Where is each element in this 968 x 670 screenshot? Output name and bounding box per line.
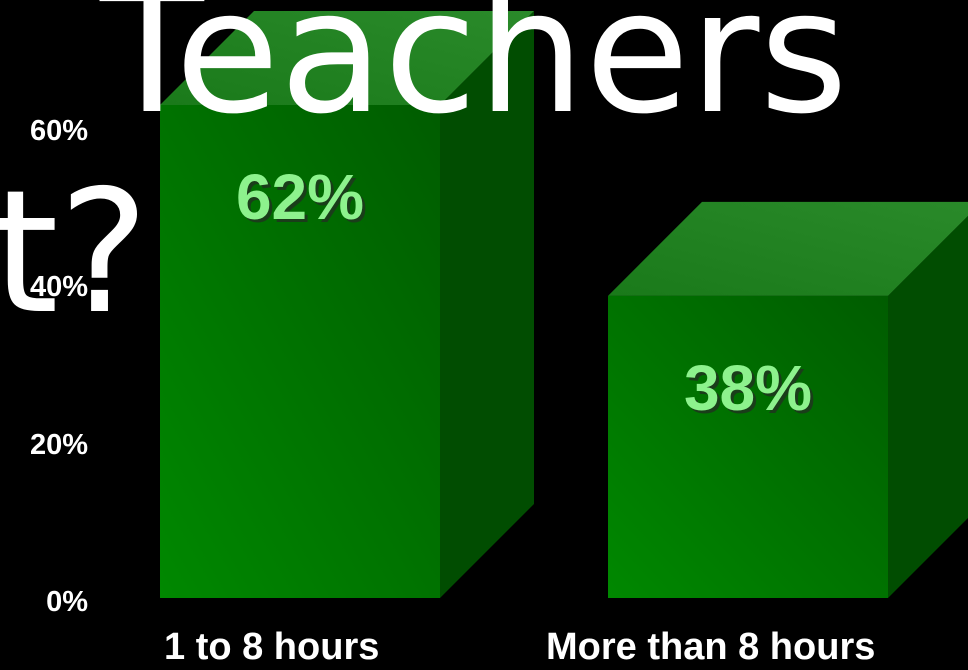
bar-value-label-shadow: 62% <box>239 164 367 236</box>
y-tick-label: 40% <box>29 271 88 303</box>
y-tick-label: 0% <box>46 586 88 618</box>
bar: 38%38% <box>608 201 968 598</box>
bar-top-face <box>160 11 534 105</box>
bar-top-face <box>608 201 968 296</box>
y-tick-label: 60% <box>29 115 88 147</box>
bar-side-face <box>888 215 968 598</box>
bar-value-label-shadow: 38% <box>687 355 815 427</box>
bar-front-face <box>160 105 440 598</box>
bar-value-label: 62% <box>236 161 364 233</box>
bar-front-face <box>608 295 888 598</box>
bar-side-face <box>440 11 534 598</box>
x-category-label: 1 to 8 hours <box>164 626 380 668</box>
y-tick-label: 20% <box>29 429 88 461</box>
x-category-label: More than 8 hours <box>546 626 876 668</box>
bar-value-label: 38% <box>684 352 812 424</box>
bar: 62%62% <box>160 11 534 598</box>
